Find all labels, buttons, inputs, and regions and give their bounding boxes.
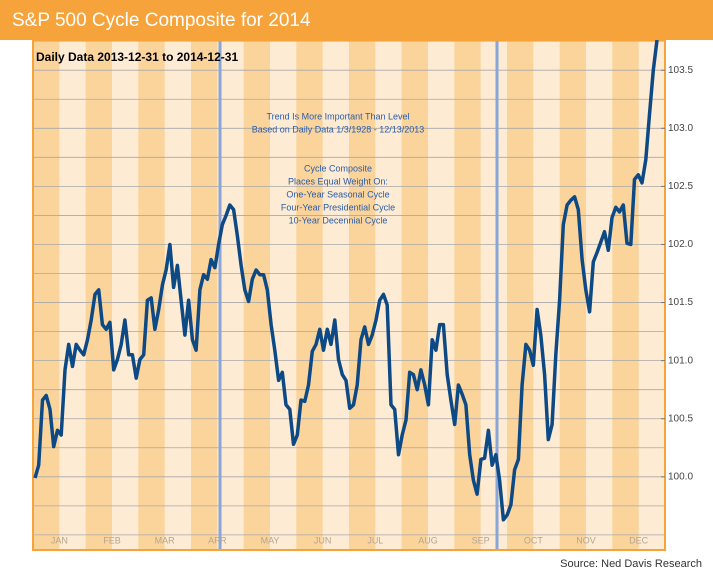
month-band: [349, 40, 376, 550]
y-tick-label: 102.5: [668, 181, 693, 192]
source: Source: Ned Davis Research: [560, 558, 702, 570]
month-band: [191, 40, 218, 550]
subtitle: Daily Data 2013-12-31 to 2014-12-31: [36, 50, 238, 64]
x-tick-label: OCT: [524, 535, 544, 545]
month-band: [559, 40, 586, 550]
x-tick-label: FEB: [103, 535, 121, 545]
y-tick-label: 103.5: [668, 65, 693, 76]
line-series: [33, 40, 659, 522]
annotation: Places Equal Weight On:: [288, 176, 388, 186]
x-tick-label: MAY: [261, 535, 280, 545]
x-tick-label: JUL: [367, 535, 383, 545]
x-tick-label: MAR: [155, 535, 176, 545]
x-tick-label: DEC: [629, 535, 649, 545]
x-tick-label: SEP: [472, 535, 490, 545]
annotation: Four-Year Presidential Cycle: [281, 202, 395, 212]
month-band: [507, 40, 534, 550]
x-tick-label: JAN: [51, 535, 68, 545]
month-band: [612, 40, 639, 550]
y-tick-label: 101.5: [668, 297, 693, 308]
month-band: [401, 40, 428, 550]
y-tick-label: 100.5: [668, 413, 693, 424]
y-tick-label: 100.0: [668, 471, 693, 482]
plot-border: [32, 39, 666, 551]
title-bar: [0, 0, 713, 40]
annotation: Based on Daily Data 1/3/1928 - 12/13/201…: [252, 124, 425, 134]
y-tick-label: 103.0: [668, 123, 693, 134]
month-band: [296, 40, 323, 550]
chart-title: S&P 500 Cycle Composite for 2014: [12, 10, 311, 31]
x-tick-label: AUG: [418, 535, 438, 545]
annotation: Trend Is More Important Than Level: [266, 111, 409, 121]
x-tick-label: APR: [208, 535, 227, 545]
x-tick-label: NOV: [576, 535, 596, 545]
y-tick-label: 102.0: [668, 239, 693, 250]
x-tick-label: JUN: [314, 535, 332, 545]
annotation: 10-Year Decennial Cycle: [289, 215, 388, 225]
y-tick-label: 101.0: [668, 355, 693, 366]
annotation: One-Year Seasonal Cycle: [286, 189, 389, 199]
annotation: Cycle Composite: [304, 163, 372, 173]
month-band: [454, 40, 481, 550]
